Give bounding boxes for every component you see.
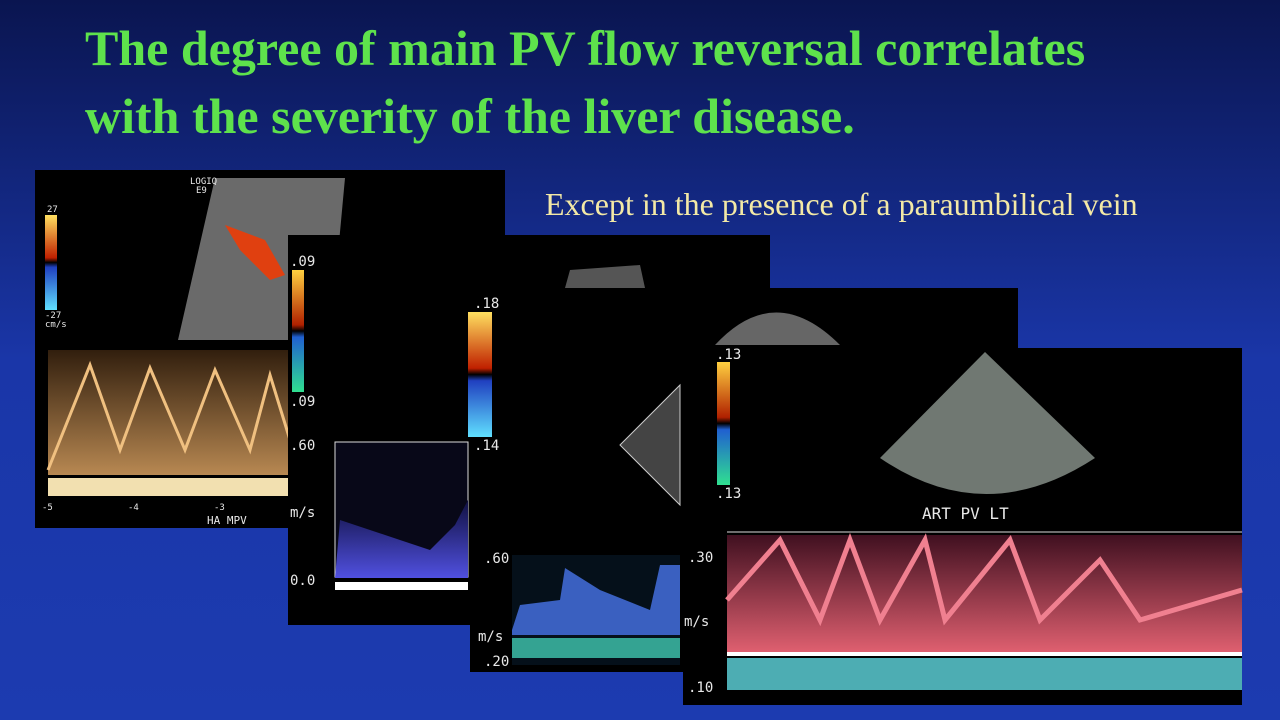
label: m/s [290,505,315,521]
label: 27 [47,205,58,215]
label: .30 [688,550,713,566]
label: 0.0 [290,573,315,589]
label: m/s [478,629,503,645]
title-line: The degree of main PV flow reversal corr… [85,20,1085,76]
label: -27 [45,311,61,321]
ultrasound-panel: .09 .09 .60 m/s 0.0 [288,235,470,625]
label: LOGIQ [190,177,217,187]
subtitle: Except in the presence of a paraumbilica… [545,186,1138,222]
label: .13 [716,347,741,363]
label: .10 [688,680,713,696]
label: E9 [196,186,207,196]
label: .18 [474,296,499,312]
label: ART PV LT [922,504,1009,523]
label: -5 [42,503,53,513]
title-line: with the severity of the liver disease. [85,88,855,144]
label: .60 [290,438,315,454]
label: .20 [484,654,509,670]
label: .09 [290,254,315,270]
label: -3 [214,503,225,513]
label: .09 [290,394,315,410]
label: .13 [716,486,741,502]
label: .60 [484,551,509,567]
label: m/s [684,614,709,630]
label: HA MPV [207,514,247,527]
label: .14 [474,438,499,454]
label: cm/s [45,320,67,330]
ultrasound-panel: .13 .13 ART PV LT .30 m/s .10 [683,288,1243,705]
label: -4 [128,503,139,513]
